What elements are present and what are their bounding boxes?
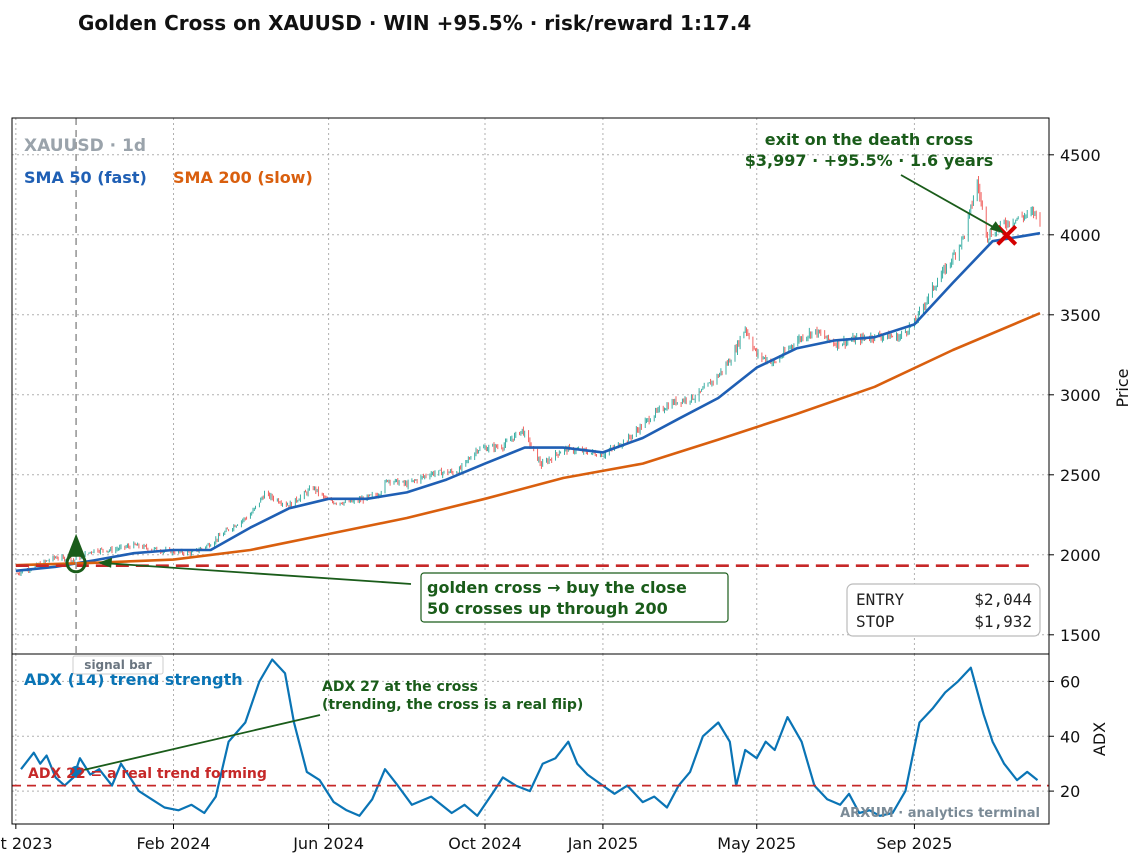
adx-title: ADX (14) trend strength bbox=[24, 670, 243, 689]
adx-panel: 20 40 60 ADX ADX (14) trend strength ADX 2… bbox=[11, 653, 1109, 825]
adx-annotation-line1: ADX 27 at the cross bbox=[322, 679, 478, 695]
signal-bar-tag-box bbox=[72, 655, 164, 675]
golden-cross-label-line2: 50 crosses up through 200 bbox=[427, 599, 668, 618]
stats-stop-value: $1,932 bbox=[974, 612, 1032, 631]
sma200-line bbox=[15, 312, 1041, 567]
buy-marker bbox=[67, 533, 86, 557]
x-tick-label: Sep 2025 bbox=[876, 834, 952, 853]
legend-sma50: SMA 50 (fast) bbox=[24, 168, 147, 187]
stats-box bbox=[846, 583, 1041, 637]
death-cross-label-line1: exit on the death cross bbox=[765, 130, 973, 149]
x-tick-label: Jan 2025 bbox=[567, 834, 638, 853]
chart-title: Golden Cross on XAUUSD · WIN +95.5% · ri… bbox=[78, 11, 751, 35]
golden-cross-arrow bbox=[100, 561, 412, 585]
stats-stop-label: STOP bbox=[856, 612, 895, 631]
symbol-label: XAUUSD · 1d bbox=[24, 136, 146, 156]
adx-annotation-arrow bbox=[83, 714, 321, 771]
x-tick-label: Oct 2023 bbox=[0, 834, 53, 853]
price-annotations bbox=[15, 118, 1030, 824]
price-y-tick-label: 4000 bbox=[1060, 226, 1101, 245]
x-tick-label: Feb 2024 bbox=[136, 834, 210, 853]
adx-y-tick-label: 60 bbox=[1060, 672, 1080, 691]
adx-annotation-line2: (trending, the cross is a real flip) bbox=[322, 697, 583, 713]
death-cross-arrowhead bbox=[989, 221, 1004, 234]
x-tick-label: Oct 2024 bbox=[448, 834, 521, 853]
signal-bar-tag: signal bar bbox=[84, 658, 151, 672]
adx-signal-point bbox=[70, 765, 83, 778]
adx-y-tick-label: 40 bbox=[1060, 727, 1080, 746]
price-axis-label: Price bbox=[1113, 368, 1132, 407]
adx-y-tick-label: 20 bbox=[1060, 782, 1080, 801]
death-cross-label-line2: $3,997 · +95.5% · 1.6 years bbox=[745, 151, 994, 170]
stats-entry-value: $2,044 bbox=[974, 590, 1032, 609]
golden-cross-marker bbox=[65, 552, 87, 574]
adx-y-ticks: 20 40 60 bbox=[1049, 672, 1080, 801]
price-y-tick-label: 3000 bbox=[1060, 386, 1101, 405]
price-y-tick-label: 4500 bbox=[1060, 146, 1101, 165]
adx-axis-label: ADX bbox=[1090, 722, 1109, 756]
stats-entry-label: ENTRY bbox=[856, 590, 905, 609]
sma50-line bbox=[15, 231, 1041, 573]
price-y-tick-label: 2500 bbox=[1060, 466, 1101, 485]
x-tick-label: May 2025 bbox=[717, 834, 796, 853]
footer-watermark: ARXUM · analytics terminal bbox=[840, 806, 1040, 821]
x-tick-label: Jun 2024 bbox=[292, 834, 364, 853]
price-panel: 1500 2000 2500 3000 3500 4000 4500 Price XAUUS… bbox=[11, 117, 1132, 824]
price-sma-lines bbox=[15, 231, 1041, 573]
x-axis-ticks: Oct 2023 Feb 2024 Jun 2024 Oct 2024 Jan 2025… bbox=[0, 824, 952, 853]
golden-cross-label-line1: golden cross → buy the close bbox=[427, 578, 687, 597]
price-y-tick-label: 3500 bbox=[1060, 306, 1101, 325]
adx-threshold-label: ADX 22 = a real trend forming bbox=[28, 766, 267, 782]
price-y-tick-label: 1500 bbox=[1060, 626, 1101, 645]
golden-cross-arrowhead bbox=[98, 557, 113, 568]
price-y-ticks: 1500 2000 2500 3000 3500 4000 4500 bbox=[1049, 146, 1101, 645]
adx-line bbox=[20, 658, 1039, 817]
exit-marker bbox=[996, 224, 1018, 246]
legend-sma200: SMA 200 (slow) bbox=[173, 168, 313, 187]
price-y-tick-label: 2000 bbox=[1060, 546, 1101, 565]
adx-annotations bbox=[12, 714, 1049, 787]
golden-cross-label-box bbox=[420, 572, 729, 623]
death-cross-arrow bbox=[900, 174, 1002, 233]
adx-line-path bbox=[20, 658, 1039, 817]
